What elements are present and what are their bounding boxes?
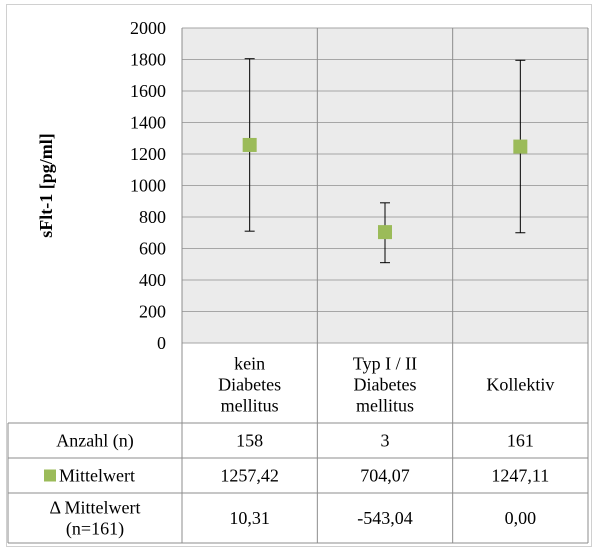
- table-cell: 704,07: [360, 466, 410, 486]
- legend-marker: [44, 469, 56, 482]
- table-row-label: Anzahl (n): [56, 431, 133, 452]
- table-cell: 1247,11: [491, 466, 549, 486]
- y-tick-label: 200: [139, 302, 166, 322]
- table-cell: -543,04: [357, 508, 413, 528]
- table-cell: 161: [507, 431, 534, 451]
- y-tick-label: 400: [139, 270, 166, 290]
- table-row-label: (n=161): [66, 519, 124, 540]
- category-label: mellitus: [221, 396, 279, 416]
- category-label: Typ I / II: [353, 354, 417, 374]
- category-label: kein: [234, 354, 265, 374]
- table-cell: 1257,42: [220, 466, 279, 486]
- y-tick-label: 2000: [130, 18, 166, 38]
- table-cell: 10,31: [229, 508, 270, 528]
- y-tick-label: 1400: [130, 113, 166, 133]
- y-tick-label: 1600: [130, 81, 166, 101]
- table-cell: 158: [236, 431, 263, 451]
- y-tick-label: 0: [157, 333, 166, 353]
- mean-marker: [513, 139, 528, 154]
- y-tick-label: 600: [139, 239, 166, 259]
- category-label: mellitus: [356, 396, 414, 416]
- category-label: Diabetes: [354, 375, 417, 395]
- y-tick-label: 1200: [130, 144, 166, 164]
- y-tick-label: 1000: [130, 176, 166, 196]
- y-tick-label: 1800: [130, 50, 166, 70]
- table-cell: 3: [381, 431, 390, 451]
- y-tick-label: 800: [139, 207, 166, 227]
- y-axis-label: sFlt-1 [pg/ml]: [36, 133, 56, 237]
- mean-marker: [242, 137, 257, 152]
- table-row-label: Mittelwert: [59, 466, 135, 486]
- table-cell: 0,00: [505, 508, 537, 528]
- category-label: Diabetes: [218, 375, 281, 395]
- table-row-label: Δ Mittelwert: [49, 498, 140, 518]
- category-label: Kollektiv: [486, 375, 554, 395]
- mean-marker: [378, 225, 392, 240]
